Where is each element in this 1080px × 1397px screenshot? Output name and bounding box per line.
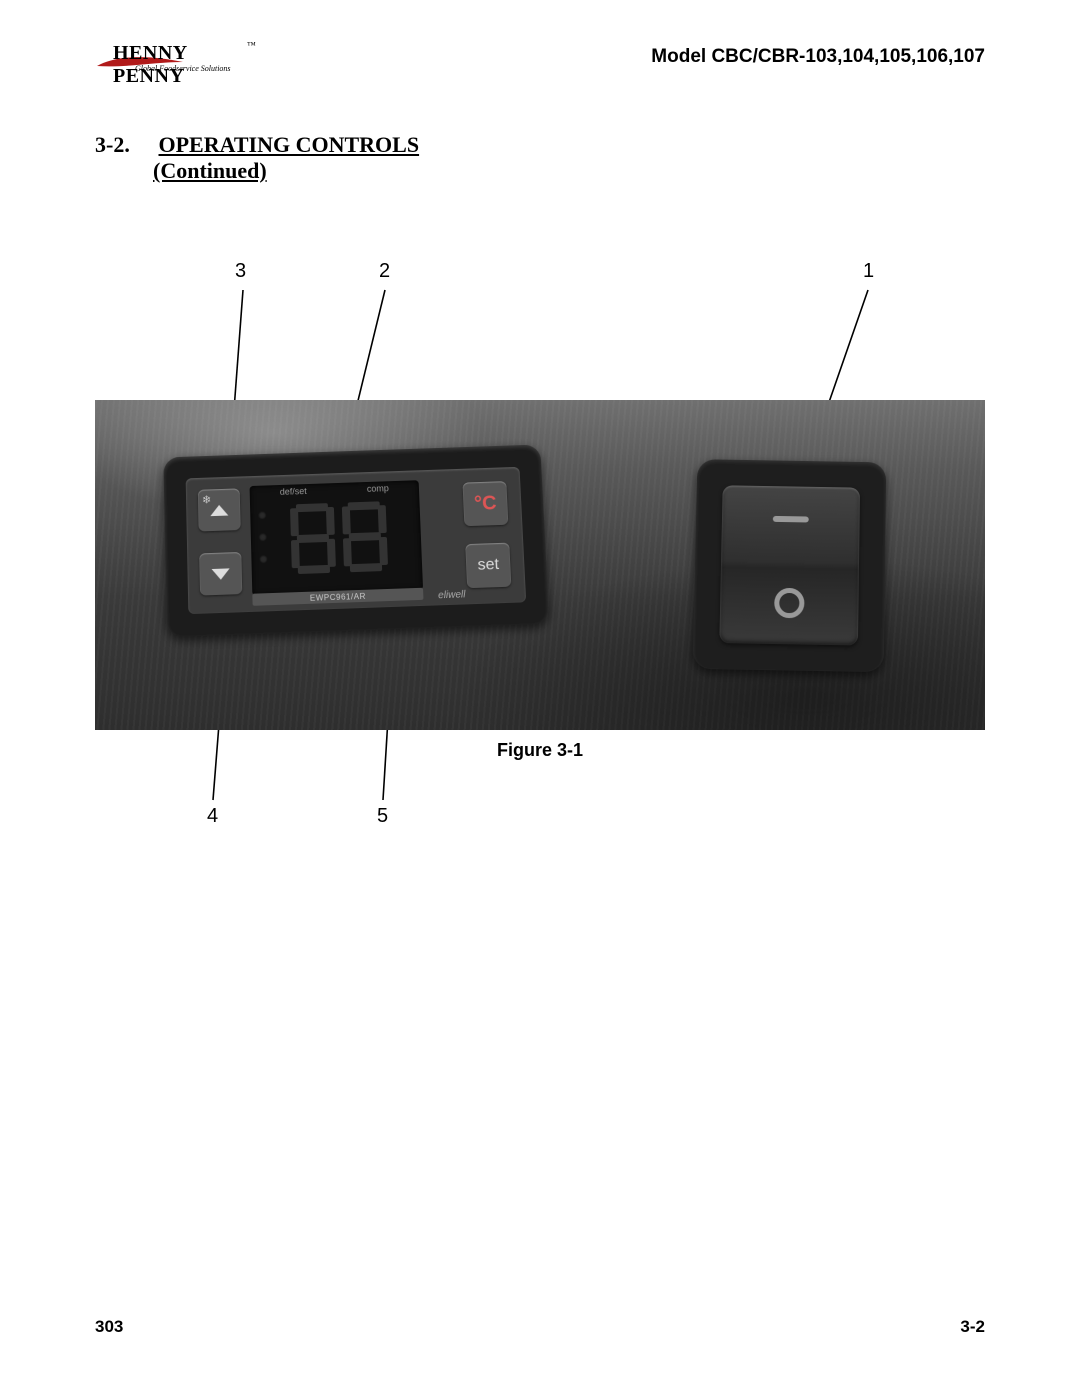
display-label-comp: comp (367, 483, 389, 494)
figure-caption: Figure 3-1 (95, 740, 985, 761)
down-arrow-button[interactable] (199, 552, 242, 596)
status-leds (258, 511, 267, 563)
deg-c-label: °C (474, 492, 497, 516)
callout-1: 1 (863, 260, 874, 283)
callout-3: 3 (235, 260, 246, 283)
control-panel-photo: ❄ def/set comp (95, 400, 985, 730)
power-switch-frame (693, 459, 887, 672)
controller-faceplate: ❄ def/set comp (186, 467, 527, 614)
digit-icon (342, 501, 388, 572)
led-icon (258, 511, 266, 519)
brand-logo: HENNY PENNY Global Foodservice Solutions… (95, 34, 255, 84)
defrost-icon: ❄ (202, 493, 211, 506)
callout-2: 2 (379, 260, 390, 283)
model-number: Model CBC/CBR-103,104,105,106,107 (651, 46, 985, 68)
set-button[interactable]: set (465, 543, 511, 589)
section-heading: 3-2. OPERATING CONTROLS (95, 132, 419, 158)
chevron-up-icon (210, 504, 228, 516)
footer-page-number: 3-2 (960, 1317, 985, 1337)
power-off-icon (774, 588, 805, 619)
section-continued: (Continued) (153, 158, 267, 184)
led-icon (259, 555, 267, 563)
chevron-down-icon (212, 568, 230, 580)
temperature-controller: ❄ def/set comp (163, 444, 549, 637)
section-number: 3-2. (95, 132, 153, 158)
digital-display: def/set comp (250, 480, 424, 596)
power-rocker-switch[interactable] (719, 485, 860, 645)
section-title: OPERATING CONTROLS (159, 132, 420, 157)
set-label: set (477, 556, 499, 575)
logo-tagline: Global Foodservice Solutions (135, 64, 231, 73)
footer-doc-number: 303 (95, 1317, 123, 1337)
digit-icon (290, 503, 336, 574)
callout-5: 5 (377, 805, 388, 828)
deg-c-button[interactable]: °C (463, 481, 509, 526)
figure-diagram: 3 2 1 4 5 ❄ (95, 240, 985, 880)
display-label-defset: def/set (280, 486, 307, 497)
callout-4: 4 (207, 805, 218, 828)
up-arrow-button[interactable]: ❄ (198, 488, 241, 531)
seven-segment-digits (290, 501, 388, 574)
manual-page: HENNY PENNY Global Foodservice Solutions… (0, 0, 1080, 1397)
controller-brand-label: eliwell (438, 589, 466, 601)
trademark-icon: ™ (247, 40, 256, 50)
led-icon (259, 533, 267, 541)
power-on-icon (773, 516, 809, 523)
